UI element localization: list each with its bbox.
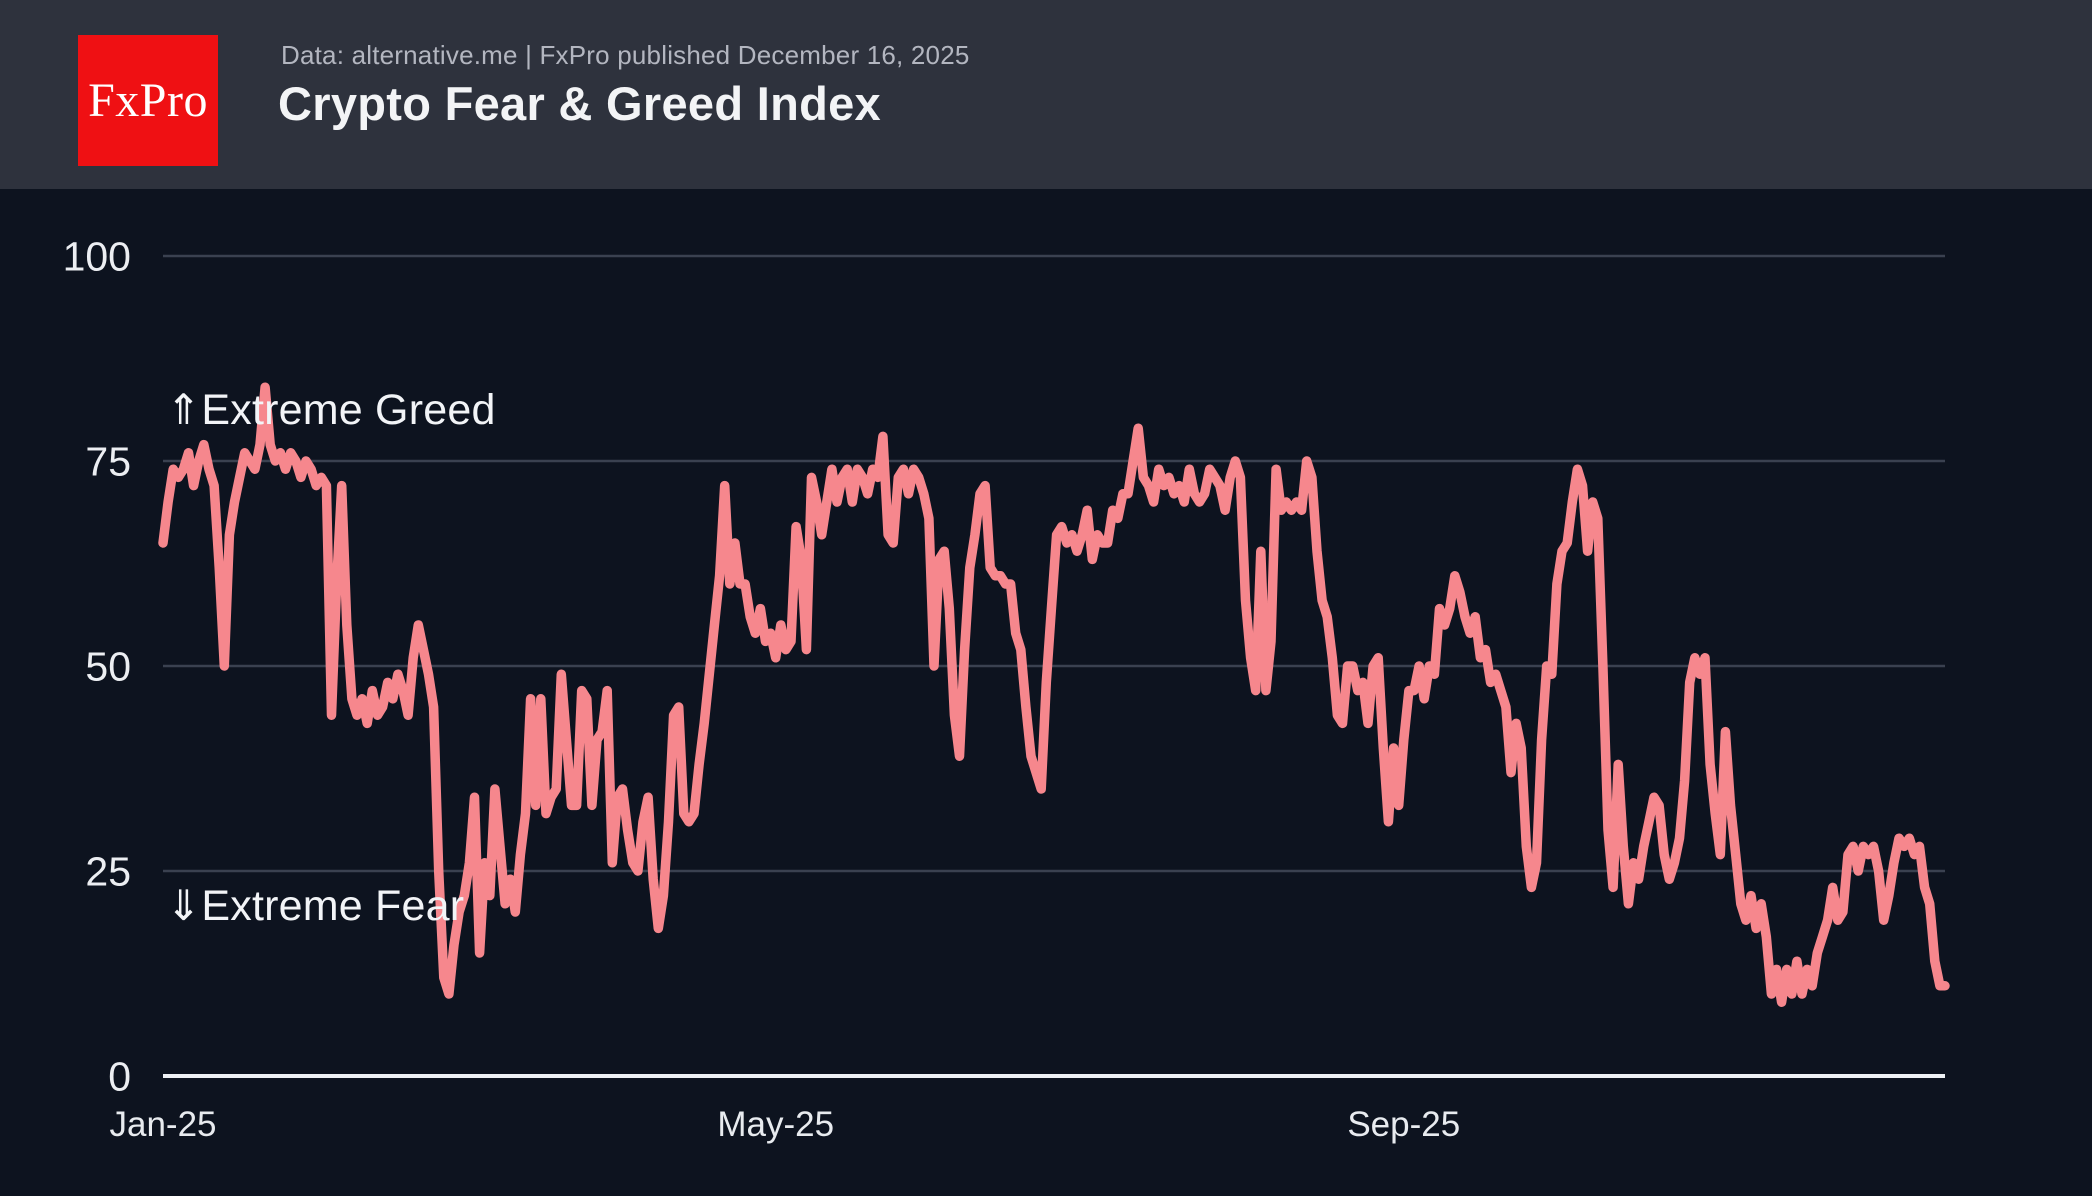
annotation-extreme-greed-label: Extreme Greed — [201, 386, 496, 434]
x-tick-label-Sep-25: Sep-25 — [1347, 1105, 1460, 1144]
fear-greed-index-line — [158, 382, 1950, 1007]
fxpro-logo: FxPro — [78, 35, 218, 166]
source-and-publish-date: Data: alternative.me | FxPro published D… — [281, 40, 970, 70]
y-tick-label-100: 100 — [63, 233, 131, 279]
x-tick-label-May-25: May-25 — [717, 1105, 834, 1144]
double-up-arrow-icon: ⇑ — [166, 385, 202, 434]
y-tick-label-75: 75 — [85, 438, 131, 484]
annotation-extreme-greed: ⇑Extreme Greed — [166, 385, 496, 435]
annotation-extreme-fear-label: Extreme Fear — [201, 882, 465, 930]
x-tick-label-Jan-25: Jan-25 — [109, 1105, 216, 1144]
chart-title: Crypto Fear & Greed Index — [278, 77, 881, 130]
fxpro-logo-text: FxPro — [88, 74, 208, 127]
annotation-extreme-fear: ⇓Extreme Fear — [166, 881, 464, 931]
y-tick-label-0: 0 — [108, 1053, 131, 1099]
y-tick-label-50: 50 — [85, 643, 131, 689]
y-tick-label-25: 25 — [85, 848, 131, 894]
double-down-arrow-icon: ⇓ — [166, 881, 202, 930]
header-bar: FxPro Data: alternative.me | FxPro publi… — [0, 0, 2092, 189]
